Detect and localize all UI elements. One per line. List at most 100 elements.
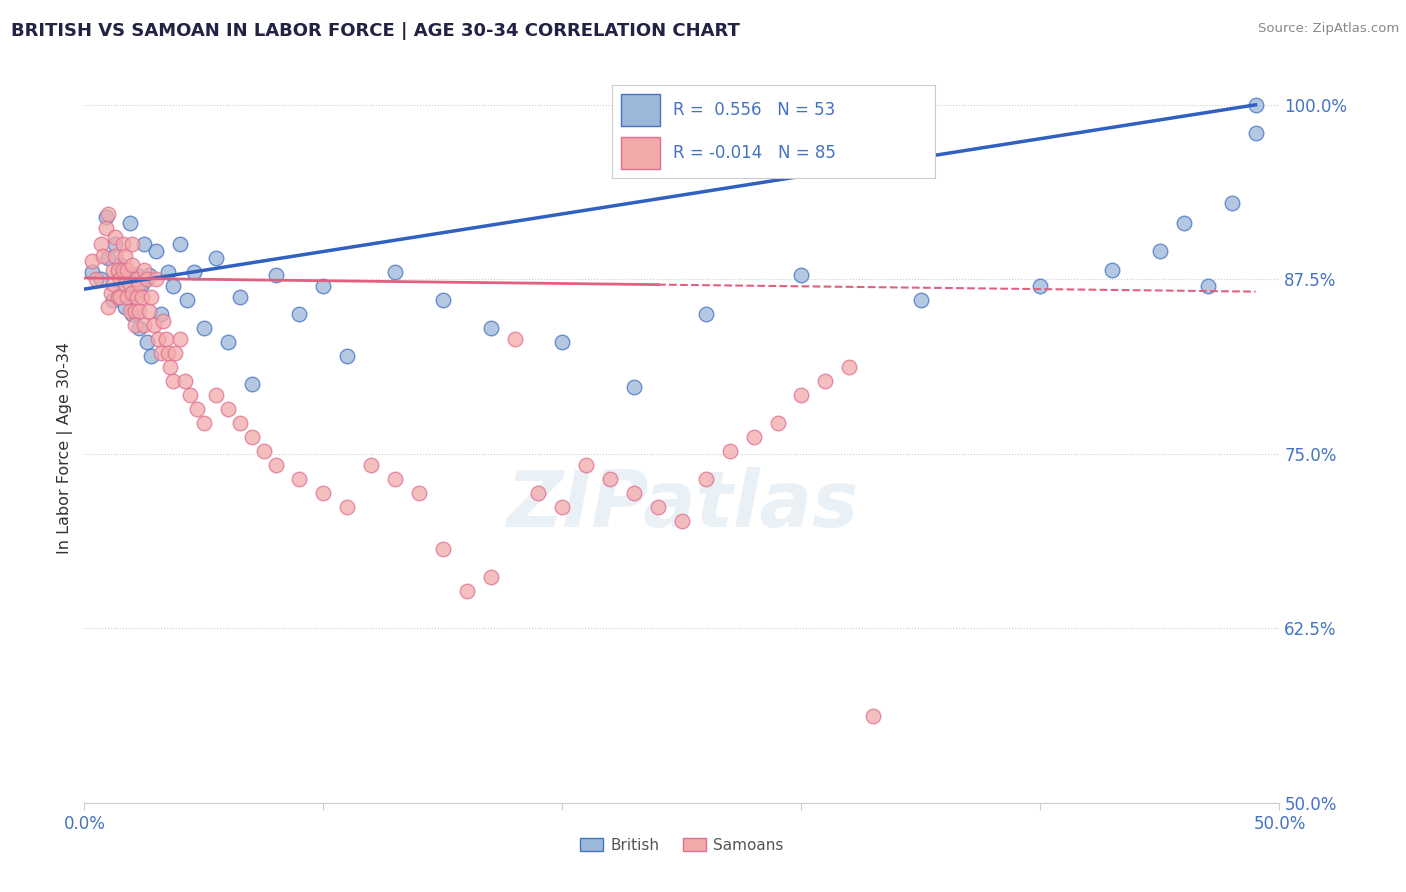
Point [1244, 126, 1267, 140]
Point [132, 237, 156, 252]
Point [124, 304, 146, 318]
Point [135, 335, 157, 350]
Point [193, 321, 215, 335]
Point [217, 335, 239, 350]
Point [101, 277, 124, 291]
Point [671, 514, 693, 528]
Point [90, 237, 112, 252]
Point [131, 277, 153, 291]
Point [132, 318, 156, 333]
Point [432, 293, 454, 308]
Point [97, 252, 120, 266]
Point [114, 300, 136, 314]
Point [152, 314, 174, 328]
Point [217, 402, 239, 417]
Point [90, 272, 112, 286]
Point [110, 272, 132, 286]
Point [336, 500, 359, 514]
Point [111, 279, 134, 293]
Point [128, 304, 150, 318]
Point [527, 486, 550, 500]
Point [1101, 262, 1123, 277]
Point [118, 277, 141, 291]
Point [229, 290, 252, 304]
Point [312, 279, 335, 293]
Point [1244, 98, 1267, 112]
Point [360, 458, 382, 472]
Point [240, 377, 263, 392]
Point [117, 290, 139, 304]
Point [111, 262, 134, 277]
Point [814, 374, 837, 388]
Text: ZIPatlas: ZIPatlas [506, 467, 858, 543]
Point [718, 444, 741, 458]
Point [121, 286, 143, 301]
Point [288, 307, 311, 321]
Point [384, 265, 406, 279]
Point [141, 349, 163, 363]
Point [104, 230, 127, 244]
Point [149, 307, 172, 321]
Point [479, 321, 502, 335]
Point [80, 254, 103, 268]
Point [647, 500, 669, 514]
Point [159, 360, 181, 375]
Point [1173, 217, 1195, 231]
Point [121, 307, 143, 321]
Point [128, 277, 150, 291]
Point [165, 346, 187, 360]
Point [117, 268, 139, 282]
Point [205, 388, 228, 402]
FancyBboxPatch shape [621, 137, 661, 169]
Point [117, 262, 139, 277]
Point [695, 307, 717, 321]
Point [118, 304, 141, 318]
Point [101, 293, 124, 308]
Point [110, 258, 132, 272]
Point [312, 486, 335, 500]
Point [148, 332, 170, 346]
Point [575, 458, 598, 472]
Point [157, 265, 180, 279]
Point [114, 277, 136, 291]
Point [121, 237, 143, 252]
Point [111, 237, 134, 252]
Point [138, 268, 160, 282]
Point [1220, 195, 1243, 210]
FancyBboxPatch shape [621, 95, 661, 126]
Point [910, 293, 932, 308]
Point [599, 472, 621, 486]
Point [479, 569, 502, 583]
Point [118, 217, 141, 231]
Point [124, 318, 146, 333]
Point [623, 486, 645, 500]
Point [264, 458, 287, 472]
Point [384, 472, 406, 486]
Point [145, 244, 167, 259]
Point [107, 262, 129, 277]
Text: R =  0.556   N = 53: R = 0.556 N = 53 [673, 101, 835, 119]
Point [408, 486, 430, 500]
Y-axis label: In Labor Force | Age 30-34: In Labor Force | Age 30-34 [58, 343, 73, 554]
Point [1029, 279, 1052, 293]
Point [264, 268, 287, 282]
Point [125, 290, 148, 304]
Point [169, 332, 191, 346]
Point [125, 272, 148, 286]
Point [93, 249, 115, 263]
Point [186, 402, 208, 417]
Point [86, 272, 108, 286]
Text: Source: ZipAtlas.com: Source: ZipAtlas.com [1258, 22, 1399, 36]
Point [173, 374, 195, 388]
Point [229, 416, 252, 430]
Point [838, 360, 860, 375]
Point [121, 258, 143, 272]
Point [790, 268, 813, 282]
Point [456, 583, 478, 598]
Point [551, 335, 574, 350]
Point [551, 500, 574, 514]
Point [503, 332, 526, 346]
Point [97, 207, 120, 221]
Point [101, 262, 124, 277]
Point [104, 237, 127, 252]
